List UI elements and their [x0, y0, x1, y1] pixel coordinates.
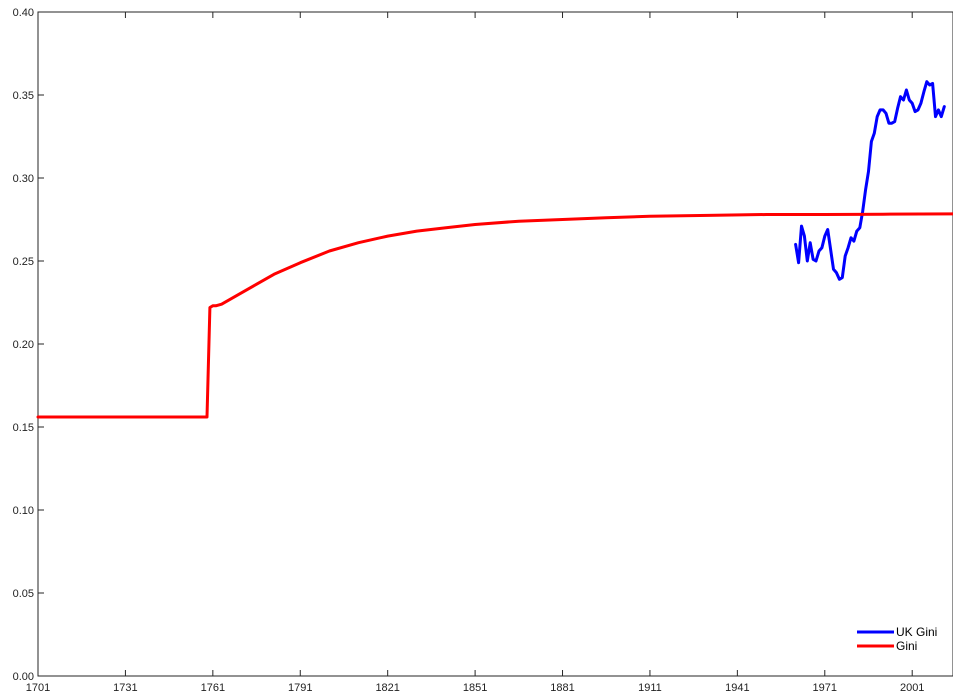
y-tick-label: 0.15 [13, 422, 34, 434]
x-tick-label: 1791 [288, 682, 312, 694]
plot-frame [37, 11, 953, 677]
series-layer [36, 80, 953, 419]
x-tick-label: 1971 [813, 682, 837, 694]
legend-label: Gini [896, 639, 917, 653]
x-tick-label: 2001 [900, 682, 924, 694]
x-tick-label: 1941 [725, 682, 749, 694]
series-line-gini [36, 212, 953, 419]
y-tick-label: 0.10 [13, 505, 34, 517]
x-tick-label: 1821 [375, 682, 399, 694]
y-tick-label: 0.30 [13, 173, 34, 185]
x-tick-label: 1731 [113, 682, 137, 694]
axis-ticks: 1701 1731 1761 1791 1821 1851 1881 1911 1941 1971… [13, 7, 925, 694]
y-tick-label: 0.35 [13, 90, 34, 102]
x-tick-label: 1851 [463, 682, 487, 694]
x-tick-label: 1761 [201, 682, 225, 694]
x-tick-label: 1881 [550, 682, 574, 694]
y-tick-label: 0.25 [13, 256, 34, 268]
y-tick-label: 0.20 [13, 339, 34, 351]
x-tick-label: 1911 [638, 682, 662, 694]
series-line-uk-gini [794, 80, 946, 281]
legend-label: UK Gini [896, 625, 937, 639]
y-tick-label: 0.00 [13, 671, 34, 683]
x-tick-label: 1701 [26, 682, 50, 694]
y-tick-label: 0.40 [13, 7, 34, 19]
y-tick-label: 0.05 [13, 588, 34, 600]
